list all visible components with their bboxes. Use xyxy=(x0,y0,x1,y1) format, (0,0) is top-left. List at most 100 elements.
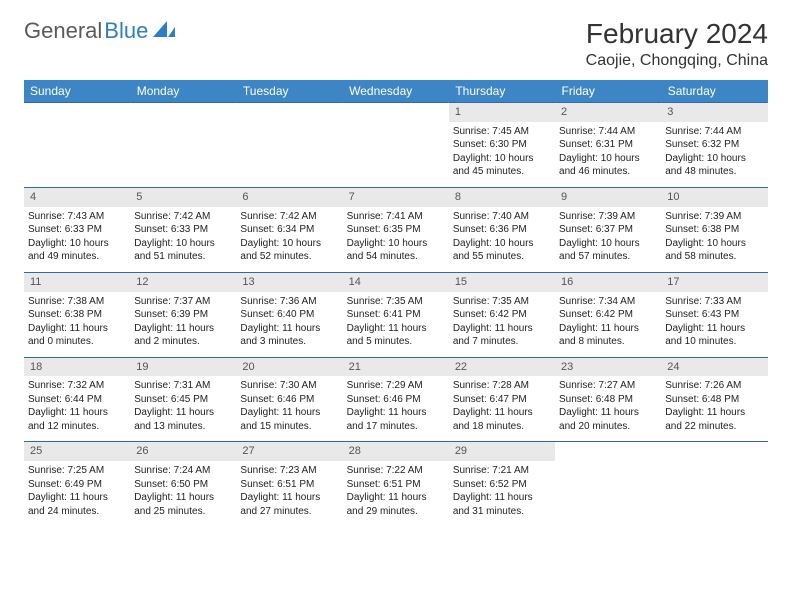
day-sunrise: Sunrise: 7:37 AM xyxy=(134,295,232,309)
day-body: Sunrise: 7:34 AMSunset: 6:42 PMDaylight:… xyxy=(555,292,661,357)
day-number: 28 xyxy=(343,442,449,461)
day-body: Sunrise: 7:28 AMSunset: 6:47 PMDaylight:… xyxy=(449,376,555,441)
day-sunrise: Sunrise: 7:36 AM xyxy=(240,295,338,309)
day-daylight: Daylight: 11 hours and 20 minutes. xyxy=(559,406,657,433)
dow-monday: Monday xyxy=(130,80,236,103)
day-sunrise: Sunrise: 7:45 AM xyxy=(453,125,551,139)
day-sunset: Sunset: 6:44 PM xyxy=(28,393,126,407)
calendar-day-cell: 18Sunrise: 7:32 AMSunset: 6:44 PMDayligh… xyxy=(24,357,130,442)
day-sunrise: Sunrise: 7:28 AM xyxy=(453,379,551,393)
month-title: February 2024 xyxy=(586,18,768,50)
day-sunrise: Sunrise: 7:26 AM xyxy=(665,379,763,393)
day-sunrise: Sunrise: 7:27 AM xyxy=(559,379,657,393)
day-daylight: Daylight: 10 hours and 45 minutes. xyxy=(453,152,551,179)
day-body: Sunrise: 7:21 AMSunset: 6:52 PMDaylight:… xyxy=(449,461,555,526)
calendar-day-cell: 5Sunrise: 7:42 AMSunset: 6:33 PMDaylight… xyxy=(130,187,236,272)
day-sunset: Sunset: 6:38 PM xyxy=(665,223,763,237)
calendar-day-cell: 2Sunrise: 7:44 AMSunset: 6:31 PMDaylight… xyxy=(555,103,661,188)
day-body: Sunrise: 7:30 AMSunset: 6:46 PMDaylight:… xyxy=(236,376,342,441)
dow-wednesday: Wednesday xyxy=(343,80,449,103)
day-sunset: Sunset: 6:31 PM xyxy=(559,138,657,152)
day-sunrise: Sunrise: 7:38 AM xyxy=(28,295,126,309)
day-number: 4 xyxy=(24,188,130,207)
day-sunset: Sunset: 6:43 PM xyxy=(665,308,763,322)
day-daylight: Daylight: 11 hours and 25 minutes. xyxy=(134,491,232,518)
day-sunset: Sunset: 6:50 PM xyxy=(134,478,232,492)
calendar-day-cell: 24Sunrise: 7:26 AMSunset: 6:48 PMDayligh… xyxy=(661,357,767,442)
day-body: Sunrise: 7:35 AMSunset: 6:41 PMDaylight:… xyxy=(343,292,449,357)
day-number: 17 xyxy=(661,273,767,292)
day-daylight: Daylight: 10 hours and 52 minutes. xyxy=(240,237,338,264)
day-number: 22 xyxy=(449,358,555,377)
day-number: 5 xyxy=(130,188,236,207)
day-number: 12 xyxy=(130,273,236,292)
calendar-week-row: 4Sunrise: 7:43 AMSunset: 6:33 PMDaylight… xyxy=(24,187,768,272)
day-number: 25 xyxy=(24,442,130,461)
calendar-day-cell: 25Sunrise: 7:25 AMSunset: 6:49 PMDayligh… xyxy=(24,442,130,526)
day-sunset: Sunset: 6:49 PM xyxy=(28,478,126,492)
calendar-day-cell: 1Sunrise: 7:45 AMSunset: 6:30 PMDaylight… xyxy=(449,103,555,188)
calendar-day-cell: 28Sunrise: 7:22 AMSunset: 6:51 PMDayligh… xyxy=(343,442,449,526)
day-body: Sunrise: 7:26 AMSunset: 6:48 PMDaylight:… xyxy=(661,376,767,441)
day-sunrise: Sunrise: 7:32 AM xyxy=(28,379,126,393)
calendar-week-row: 25Sunrise: 7:25 AMSunset: 6:49 PMDayligh… xyxy=(24,442,768,526)
calendar-week-row: 1Sunrise: 7:45 AMSunset: 6:30 PMDaylight… xyxy=(24,103,768,188)
day-of-week-row: Sunday Monday Tuesday Wednesday Thursday… xyxy=(24,80,768,103)
day-number: 26 xyxy=(130,442,236,461)
day-number: 29 xyxy=(449,442,555,461)
day-sunset: Sunset: 6:39 PM xyxy=(134,308,232,322)
day-number: 13 xyxy=(236,273,342,292)
calendar-day-cell: 22Sunrise: 7:28 AMSunset: 6:47 PMDayligh… xyxy=(449,357,555,442)
day-sunrise: Sunrise: 7:44 AM xyxy=(665,125,763,139)
day-sunset: Sunset: 6:33 PM xyxy=(134,223,232,237)
day-sunrise: Sunrise: 7:35 AM xyxy=(347,295,445,309)
day-body: Sunrise: 7:29 AMSunset: 6:46 PMDaylight:… xyxy=(343,376,449,441)
day-sunrise: Sunrise: 7:23 AM xyxy=(240,464,338,478)
calendar-day-cell: 29Sunrise: 7:21 AMSunset: 6:52 PMDayligh… xyxy=(449,442,555,526)
dow-saturday: Saturday xyxy=(661,80,767,103)
day-sunset: Sunset: 6:38 PM xyxy=(28,308,126,322)
day-sunset: Sunset: 6:46 PM xyxy=(347,393,445,407)
day-body: Sunrise: 7:43 AMSunset: 6:33 PMDaylight:… xyxy=(24,207,130,272)
day-sunset: Sunset: 6:51 PM xyxy=(240,478,338,492)
calendar-day-cell xyxy=(236,103,342,188)
day-body: Sunrise: 7:42 AMSunset: 6:34 PMDaylight:… xyxy=(236,207,342,272)
day-body: Sunrise: 7:25 AMSunset: 6:49 PMDaylight:… xyxy=(24,461,130,526)
calendar-day-cell: 26Sunrise: 7:24 AMSunset: 6:50 PMDayligh… xyxy=(130,442,236,526)
calendar-table: Sunday Monday Tuesday Wednesday Thursday… xyxy=(24,80,768,526)
day-daylight: Daylight: 11 hours and 17 minutes. xyxy=(347,406,445,433)
day-sunrise: Sunrise: 7:21 AM xyxy=(453,464,551,478)
calendar-day-cell: 8Sunrise: 7:40 AMSunset: 6:36 PMDaylight… xyxy=(449,187,555,272)
day-daylight: Daylight: 11 hours and 8 minutes. xyxy=(559,322,657,349)
day-body: Sunrise: 7:27 AMSunset: 6:48 PMDaylight:… xyxy=(555,376,661,441)
day-body: Sunrise: 7:24 AMSunset: 6:50 PMDaylight:… xyxy=(130,461,236,526)
day-sunrise: Sunrise: 7:42 AM xyxy=(240,210,338,224)
day-sunset: Sunset: 6:32 PM xyxy=(665,138,763,152)
day-body: Sunrise: 7:40 AMSunset: 6:36 PMDaylight:… xyxy=(449,207,555,272)
calendar-day-cell: 17Sunrise: 7:33 AMSunset: 6:43 PMDayligh… xyxy=(661,272,767,357)
day-sunset: Sunset: 6:41 PM xyxy=(347,308,445,322)
calendar-day-cell: 27Sunrise: 7:23 AMSunset: 6:51 PMDayligh… xyxy=(236,442,342,526)
day-sunset: Sunset: 6:47 PM xyxy=(453,393,551,407)
calendar-day-cell: 14Sunrise: 7:35 AMSunset: 6:41 PMDayligh… xyxy=(343,272,449,357)
day-daylight: Daylight: 11 hours and 31 minutes. xyxy=(453,491,551,518)
day-body: Sunrise: 7:36 AMSunset: 6:40 PMDaylight:… xyxy=(236,292,342,357)
day-sunrise: Sunrise: 7:30 AM xyxy=(240,379,338,393)
calendar-day-cell: 13Sunrise: 7:36 AMSunset: 6:40 PMDayligh… xyxy=(236,272,342,357)
day-daylight: Daylight: 11 hours and 22 minutes. xyxy=(665,406,763,433)
calendar-day-cell: 12Sunrise: 7:37 AMSunset: 6:39 PMDayligh… xyxy=(130,272,236,357)
day-number: 21 xyxy=(343,358,449,377)
day-daylight: Daylight: 11 hours and 12 minutes. xyxy=(28,406,126,433)
day-number: 14 xyxy=(343,273,449,292)
calendar-day-cell: 3Sunrise: 7:44 AMSunset: 6:32 PMDaylight… xyxy=(661,103,767,188)
dow-tuesday: Tuesday xyxy=(236,80,342,103)
day-sunset: Sunset: 6:52 PM xyxy=(453,478,551,492)
day-number: 2 xyxy=(555,103,661,122)
day-sunrise: Sunrise: 7:42 AM xyxy=(134,210,232,224)
day-daylight: Daylight: 11 hours and 15 minutes. xyxy=(240,406,338,433)
calendar-day-cell xyxy=(555,442,661,526)
day-sunrise: Sunrise: 7:34 AM xyxy=(559,295,657,309)
day-sunrise: Sunrise: 7:33 AM xyxy=(665,295,763,309)
calendar-day-cell: 21Sunrise: 7:29 AMSunset: 6:46 PMDayligh… xyxy=(343,357,449,442)
day-number: 9 xyxy=(555,188,661,207)
